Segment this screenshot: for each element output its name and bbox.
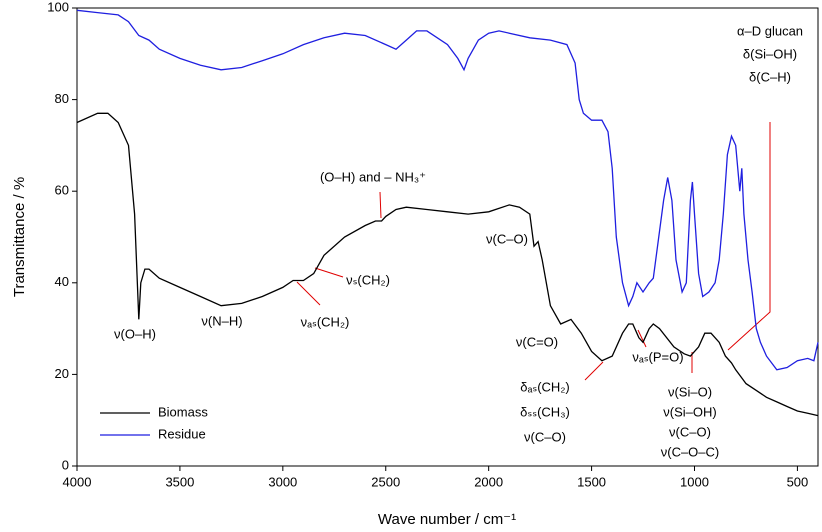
- annotation: δₛₛ(CH₃): [520, 404, 570, 419]
- y-tick-label: 0: [62, 457, 69, 472]
- annotation: δₐₛ(CH₂): [520, 379, 569, 394]
- x-tick-label: 1000: [680, 474, 709, 489]
- annotation-line: [727, 122, 771, 351]
- annotation-line: [637, 329, 647, 348]
- y-tick-label: 80: [55, 91, 69, 106]
- annotation: ν(Si–O): [668, 384, 712, 399]
- annotation: νₐₛ(CH₂): [301, 314, 350, 329]
- annotation-lines: [296, 122, 771, 381]
- y-tick-label: 60: [55, 183, 69, 198]
- annotation: ν(C=O): [516, 334, 558, 349]
- series-line: [76, 9, 819, 371]
- legend-label: Biomass: [158, 404, 208, 419]
- annotation: ν(N–H): [201, 313, 242, 328]
- annotation: νₐₛ(P=O): [632, 349, 683, 364]
- annotation: ν(O–H): [114, 326, 156, 341]
- annotation: (O–H) and – NH₃⁺: [320, 169, 426, 184]
- annotation: α–D glucan: [737, 23, 803, 38]
- y-tick-label: 100: [47, 0, 69, 14]
- series-line: [76, 112, 819, 417]
- x-tick-label: 1500: [577, 474, 606, 489]
- annotation-line: [584, 361, 604, 381]
- x-axis-label: Wave number / cm⁻¹: [378, 511, 516, 528]
- annotation-line: [314, 267, 344, 278]
- x-tick-label: 3000: [268, 474, 297, 489]
- annotation: ν(Si–OH): [663, 404, 716, 419]
- annotation: δ(Si–OH): [743, 46, 797, 61]
- x-tick-label: 4000: [63, 474, 92, 489]
- annotation-line: [296, 281, 321, 306]
- y-tick-label: 40: [55, 274, 69, 289]
- annotation: νₛ(CH₂): [346, 272, 390, 287]
- x-tick-label: 2000: [474, 474, 503, 489]
- y-axis-label: Transmittance / %: [11, 177, 28, 297]
- annotation: ν(C–O): [486, 231, 528, 246]
- x-tick-label: 500: [787, 474, 809, 489]
- y-tick-label: 20: [55, 366, 69, 381]
- annotation: δ(C–H): [749, 69, 791, 84]
- legend-label: Residue: [158, 426, 206, 441]
- x-tick-label: 2500: [371, 474, 400, 489]
- annotation: ν(C–O): [669, 424, 711, 439]
- annotation-line: [379, 191, 382, 219]
- annotation: ν(C–O): [524, 429, 566, 444]
- annotation: ν(C–O–C): [661, 444, 720, 459]
- x-tick-label: 3500: [165, 474, 194, 489]
- plot-frame: [76, 7, 819, 467]
